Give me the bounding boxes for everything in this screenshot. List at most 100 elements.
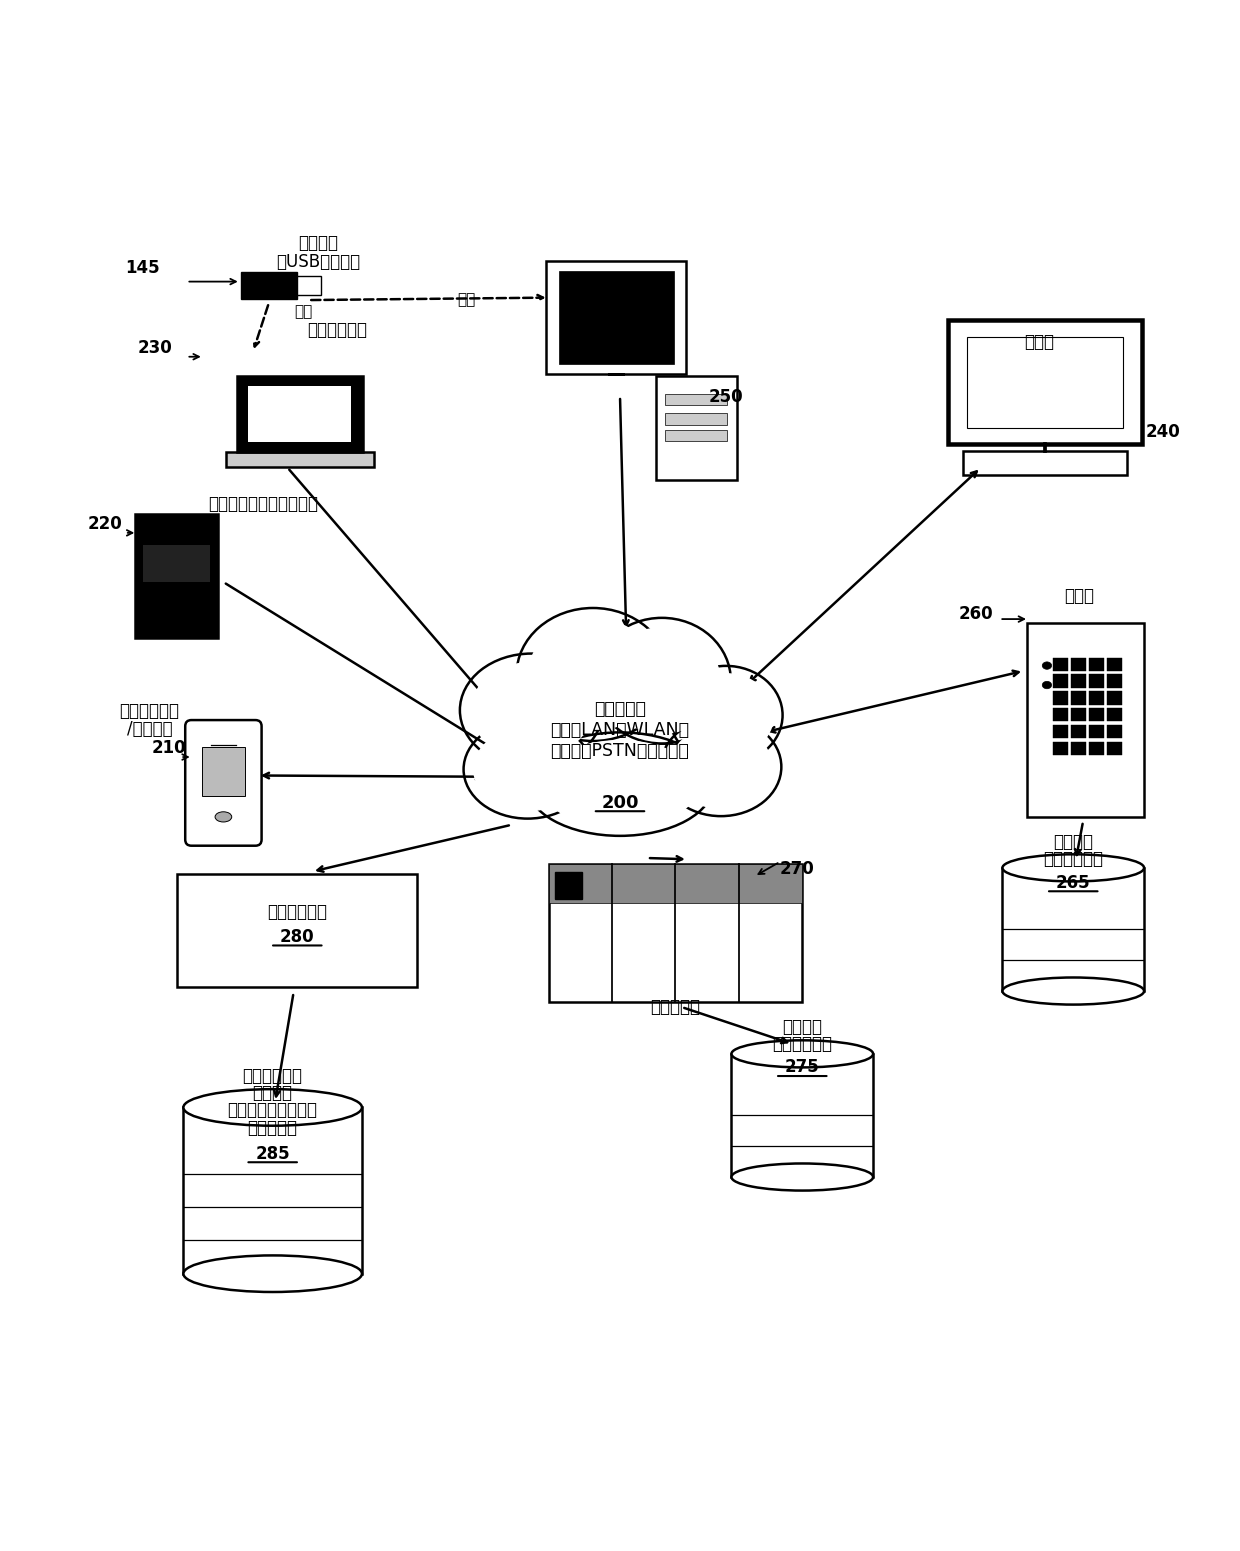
Bar xyxy=(177,875,418,988)
Text: /移动电话: /移动电话 xyxy=(126,720,172,738)
Bar xyxy=(1107,724,1122,738)
Bar xyxy=(1053,692,1068,704)
Bar xyxy=(1107,675,1122,687)
Text: （USB驱动器）: （USB驱动器） xyxy=(277,253,361,271)
Text: 膝上型计算机: 膝上型计算机 xyxy=(306,321,367,338)
Text: 非易失性数据: 非易失性数据 xyxy=(243,1067,303,1086)
Bar xyxy=(666,430,728,442)
Text: 存储设备: 存储设备 xyxy=(299,234,339,253)
Bar xyxy=(732,1053,873,1177)
Bar xyxy=(226,451,373,467)
Bar xyxy=(1071,658,1086,670)
Bar xyxy=(963,451,1127,475)
Bar xyxy=(1071,692,1086,704)
Ellipse shape xyxy=(528,619,657,731)
Bar xyxy=(184,1107,362,1273)
Bar xyxy=(1107,709,1122,721)
Text: 200: 200 xyxy=(601,794,639,811)
Bar xyxy=(1027,624,1145,817)
Text: 信息处理系统: 信息处理系统 xyxy=(268,903,327,921)
Bar xyxy=(1089,658,1104,670)
Ellipse shape xyxy=(661,718,781,816)
Bar xyxy=(947,320,1142,444)
Bar xyxy=(1089,709,1104,721)
Bar xyxy=(1071,709,1086,721)
Ellipse shape xyxy=(471,662,591,758)
Bar xyxy=(556,873,582,898)
Ellipse shape xyxy=(604,628,719,734)
Text: 240: 240 xyxy=(1146,423,1180,440)
Text: 存储装置: 存储装置 xyxy=(253,1084,293,1103)
Text: 插入: 插入 xyxy=(456,292,475,307)
Text: 数据库等）: 数据库等） xyxy=(248,1118,298,1137)
Ellipse shape xyxy=(474,727,582,811)
Bar xyxy=(202,746,244,797)
Text: 250: 250 xyxy=(709,388,743,406)
Bar xyxy=(1107,692,1122,704)
Text: 220: 220 xyxy=(88,515,123,534)
Text: 非易失性: 非易失性 xyxy=(782,1017,822,1036)
Bar xyxy=(1089,741,1104,755)
Ellipse shape xyxy=(527,732,713,836)
Bar xyxy=(1053,675,1068,687)
Text: 数据存储装置: 数据存储装置 xyxy=(773,1035,832,1053)
Ellipse shape xyxy=(464,720,591,819)
Bar xyxy=(1053,724,1068,738)
Text: 工作站: 工作站 xyxy=(1024,333,1054,351)
Ellipse shape xyxy=(542,741,698,828)
Bar xyxy=(1053,709,1068,721)
Bar xyxy=(1002,869,1145,991)
Bar xyxy=(547,261,687,374)
Ellipse shape xyxy=(732,1163,873,1191)
Ellipse shape xyxy=(1043,681,1052,689)
Text: 非易失性: 非易失性 xyxy=(1053,833,1094,851)
Text: 270: 270 xyxy=(780,861,815,878)
Text: 230: 230 xyxy=(138,340,172,357)
Ellipse shape xyxy=(215,811,232,822)
Text: 服务器: 服务器 xyxy=(1064,586,1095,605)
Text: 大型计算机: 大型计算机 xyxy=(651,997,701,1016)
Bar xyxy=(1071,675,1086,687)
Bar xyxy=(143,546,210,582)
Bar xyxy=(656,375,738,479)
Bar xyxy=(1107,741,1122,755)
Bar xyxy=(549,864,802,1002)
Text: 285: 285 xyxy=(255,1145,290,1163)
Ellipse shape xyxy=(671,726,771,808)
Text: 280: 280 xyxy=(280,927,315,946)
Bar xyxy=(666,394,728,405)
Text: 手持式计算机: 手持式计算机 xyxy=(119,703,180,720)
Ellipse shape xyxy=(460,653,603,766)
Ellipse shape xyxy=(184,1089,362,1126)
Text: 260: 260 xyxy=(959,605,993,624)
Bar xyxy=(237,375,362,451)
Ellipse shape xyxy=(678,673,774,757)
Bar xyxy=(1089,724,1104,738)
Bar xyxy=(135,515,218,637)
Ellipse shape xyxy=(517,608,670,741)
Text: 计算机网络
（例如LAN、WLAN、
因特网、PSTN、无线等）: 计算机网络 （例如LAN、WLAN、 因特网、PSTN、无线等） xyxy=(551,700,689,760)
Bar xyxy=(1053,658,1068,670)
Bar xyxy=(1089,692,1104,704)
Ellipse shape xyxy=(184,1255,362,1292)
Bar xyxy=(248,386,351,442)
Bar xyxy=(559,271,673,364)
Text: 275: 275 xyxy=(785,1058,820,1076)
Ellipse shape xyxy=(1043,662,1052,670)
Bar xyxy=(666,413,728,425)
FancyBboxPatch shape xyxy=(185,720,262,845)
Text: 插入: 插入 xyxy=(294,304,312,320)
Bar xyxy=(549,864,802,903)
Bar xyxy=(242,271,298,299)
Bar xyxy=(967,337,1122,428)
Text: 145: 145 xyxy=(125,259,160,278)
Bar xyxy=(1089,675,1104,687)
Bar xyxy=(1053,741,1068,755)
Ellipse shape xyxy=(732,1041,873,1067)
Bar xyxy=(1107,658,1122,670)
Text: 平板（笔输入）式计算机: 平板（笔输入）式计算机 xyxy=(208,495,317,513)
Text: 265: 265 xyxy=(1056,873,1090,892)
Bar xyxy=(298,276,321,295)
Text: 数据存储装置: 数据存储装置 xyxy=(1043,850,1104,869)
Text: 个人计算机: 个人计算机 xyxy=(573,278,622,295)
